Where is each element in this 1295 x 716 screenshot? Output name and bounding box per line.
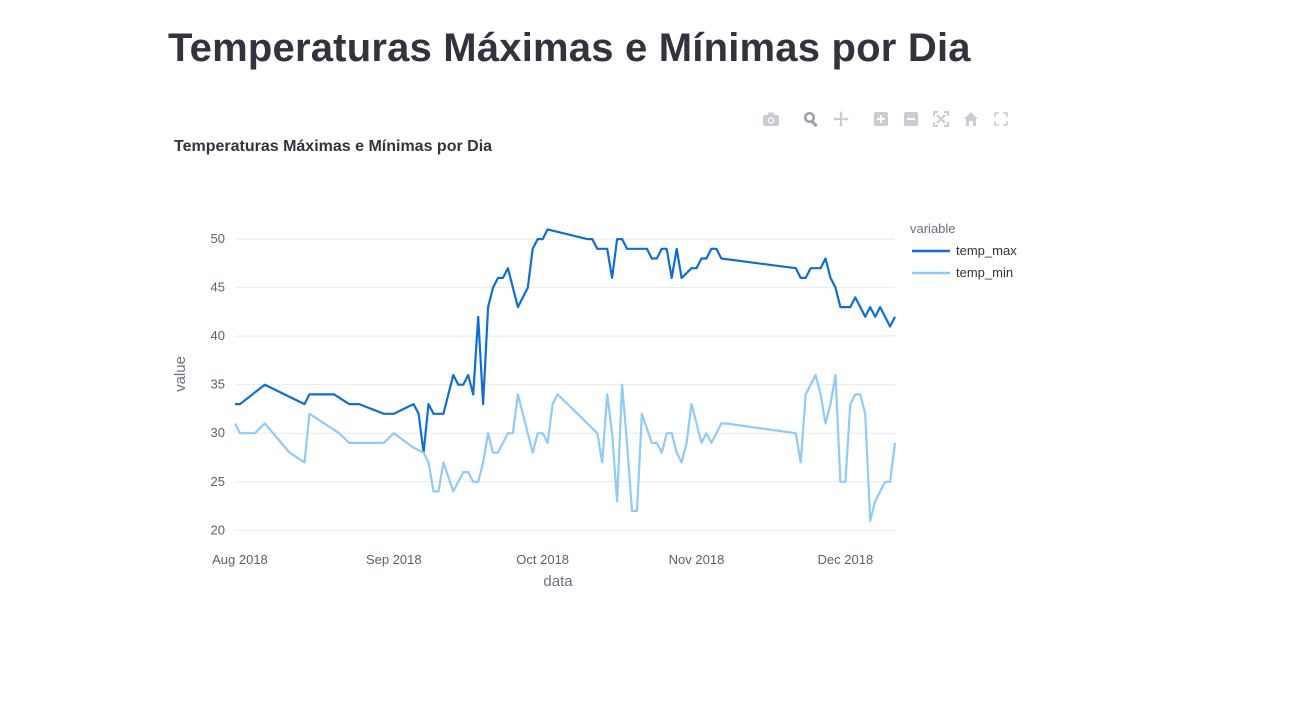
legend-title: variable: [910, 221, 956, 236]
y-tick-label: 20: [211, 522, 225, 537]
y-tick-label: 35: [211, 377, 225, 392]
legend-label[interactable]: temp_max: [956, 243, 1017, 258]
y-axis-ticks: 20 25 30 35 40 45 50: [211, 231, 225, 537]
x-tick-label: Dec 2018: [818, 552, 874, 567]
y-tick-label: 30: [211, 425, 225, 440]
legend: variable temp_max temp_min: [910, 221, 1017, 280]
grid-lines: [235, 238, 895, 531]
y-tick-label: 40: [211, 328, 225, 343]
pan-icon[interactable]: [830, 108, 852, 130]
line-chart: 20 25 30 35 40 45 50 Aug 2018 Sep 2018 Oct 2018 N…: [172, 221, 1017, 590]
x-tick-label: Aug 2018: [212, 552, 268, 567]
x-tick-label: Nov 2018: [669, 552, 725, 567]
zoom-icon[interactable]: [800, 108, 822, 130]
zoom-out-icon[interactable]: [900, 108, 922, 130]
y-axis-title: value: [172, 356, 189, 392]
x-tick-label: Oct 2018: [516, 552, 569, 567]
zoom-in-icon[interactable]: [870, 108, 892, 130]
camera-icon[interactable]: [760, 108, 782, 130]
fullscreen-icon[interactable]: [990, 108, 1012, 130]
x-axis-ticks: Aug 2018 Sep 2018 Oct 2018 Nov 2018 Dec 2018: [212, 552, 873, 567]
chart-title: Temperaturas Máximas e Mínimas por Dia: [174, 138, 493, 155]
chart-modebar: [760, 106, 1020, 132]
series-lines: [234, 228, 897, 522]
series-line-temp-max[interactable]: [235, 228, 896, 454]
autoscale-icon[interactable]: [930, 108, 952, 130]
x-axis-title: data: [543, 573, 573, 590]
page-title: Temperaturas Máximas e Mínimas por Dia: [168, 26, 971, 70]
legend-label[interactable]: temp_min: [956, 265, 1013, 280]
y-tick-label: 25: [211, 474, 225, 489]
series-line-temp-min[interactable]: [234, 373, 897, 522]
home-icon[interactable]: [960, 108, 982, 130]
x-tick-label: Sep 2018: [366, 552, 422, 567]
y-tick-label: 50: [211, 231, 225, 246]
y-tick-label: 45: [211, 280, 225, 295]
